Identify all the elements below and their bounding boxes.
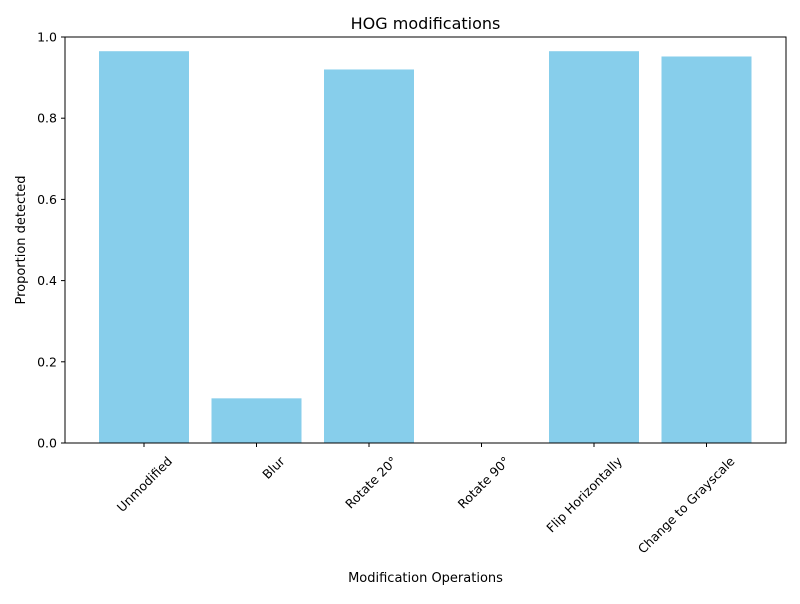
- y-tick-label: 0.0: [37, 436, 57, 451]
- x-axis-label: Modification Operations: [348, 571, 503, 586]
- y-axis-label: Proportion detected: [14, 175, 29, 304]
- x-tick-label: Blur: [259, 453, 288, 482]
- y-tick-label: 0.2: [37, 354, 57, 369]
- plot-frame: [64, 36, 787, 444]
- x-tick-label: Rotate 90°: [455, 454, 513, 512]
- chart-title: HOG modifications: [351, 14, 501, 33]
- x-tick-label: Unmodified: [114, 454, 175, 515]
- bar-4: [549, 51, 639, 444]
- y-tick-label: 0.4: [37, 273, 57, 288]
- x-tick-label: Change to Grayscale: [635, 453, 738, 556]
- y-tick-label: 0.6: [37, 192, 57, 207]
- bar-5: [661, 56, 752, 443]
- x-tick-label: Flip Horizontally: [543, 453, 625, 535]
- bars-group: [99, 51, 752, 444]
- x-axis-ticks: Unmodified Blur Rotate 20° Rotate 90° Flip H…: [114, 443, 738, 556]
- bar-0: [99, 51, 189, 444]
- y-axis-ticks: 0.0 0.2 0.4 0.6 0.8 1.0: [37, 30, 65, 451]
- bar-1: [211, 398, 302, 443]
- y-tick-label: 0.8: [37, 111, 57, 126]
- bar-2: [324, 69, 414, 443]
- x-tick-label: Rotate 20°: [342, 454, 400, 512]
- y-tick-label: 1.0: [37, 30, 57, 45]
